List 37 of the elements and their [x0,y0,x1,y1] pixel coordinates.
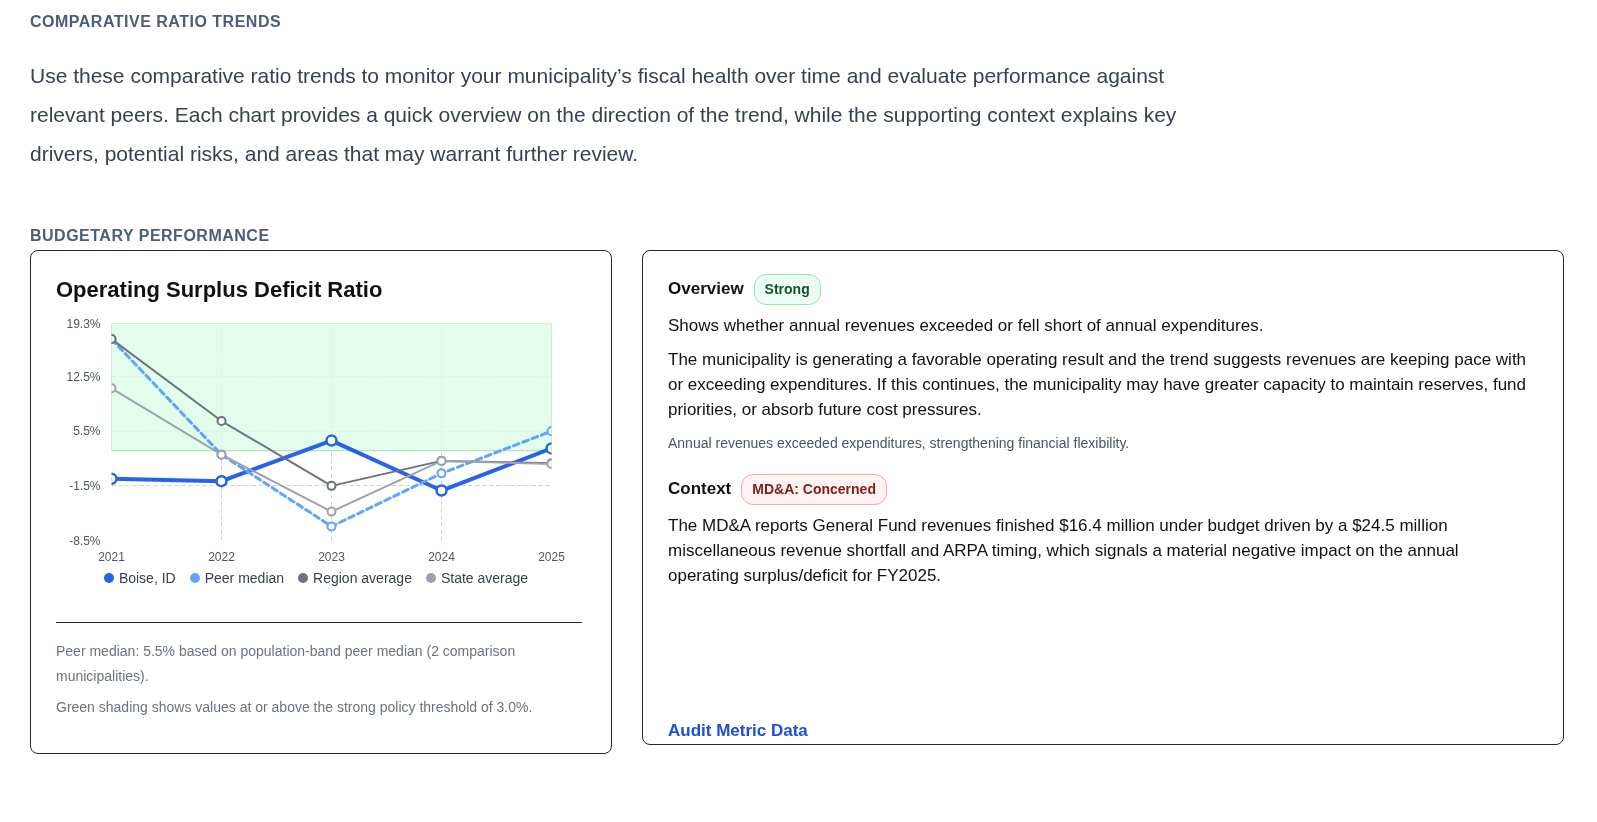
x-tick-label: 2023 [318,549,346,564]
x-tick-label: 2022 [208,549,236,564]
text: Audit Metric Data [668,720,809,742]
text: Green shading shows values at or above the strong policy threshold of 3.0%. [56,698,534,717]
text: COMPARATIVE RATIO TRENDS [30,12,283,32]
text: BUDGETARY PERFORMANCE [30,225,271,246]
x-tick-label: 2024 [428,549,456,564]
text: Strong [753,274,821,305]
point [326,506,337,517]
y-tick-label: -8.5% [69,533,101,548]
text: Shows whether annual revenues exceeded or fell short of annual expenditures. [668,315,1265,337]
point [215,474,228,488]
point [435,484,448,497]
text: Peer median: 5.5% based on population-band peer median (2 comparison municipalities). [56,643,516,684]
y-tick-label: 19.3% [66,316,101,331]
point [326,480,337,491]
point [216,416,227,427]
text: MD&A: Concerned [741,474,887,505]
legend-label: Region average [312,570,412,586]
x-tick-label: 2021 [98,549,126,564]
x-tick-label: 2025 [538,549,566,564]
text: Overview [668,279,744,298]
chart-title: Operating Surplus Deficit Ratio [56,276,383,304]
point [325,434,338,447]
text: Annual revenues exceeded expenditures, strengthening financial flexibility. [668,434,1131,453]
text: The MD&A reports General Fund revenues finished $16.4 million under budget driven by a $24.5 million miscellaneous revenue shortfall and ARPA timing, which signals a material negative impact on the annual operating surplus/deficit for FY2025. [668,515,1460,587]
legend-label: State average [439,570,529,586]
y-tick-label: 5.5% [73,424,101,439]
y-tick-label: -1.5% [69,478,101,493]
point [436,468,447,479]
text: Use these comparative ratio trends to monitor your municipality’s fiscal health over time and evaluate performance against relevant peers. Each chart provides a quick overview on the direction of the trend, while the supporting context explains key drivers, potential risks, and areas that may warrant further review. [30,62,1178,167]
legend-label: Boise, ID [117,570,176,586]
text: Context [668,479,732,498]
y-tick-label: 12.5% [66,369,101,384]
legend-label: Peer median [203,570,285,586]
point [326,521,337,532]
text: The municipality is generating a favorable operating result and the trend suggests revenues are keeping pace with or exceeding expenditures. If this continues, the municipality may have greater capacity to maintain reserves, fund priorities, or absorb future cost pressures. [668,349,1528,421]
